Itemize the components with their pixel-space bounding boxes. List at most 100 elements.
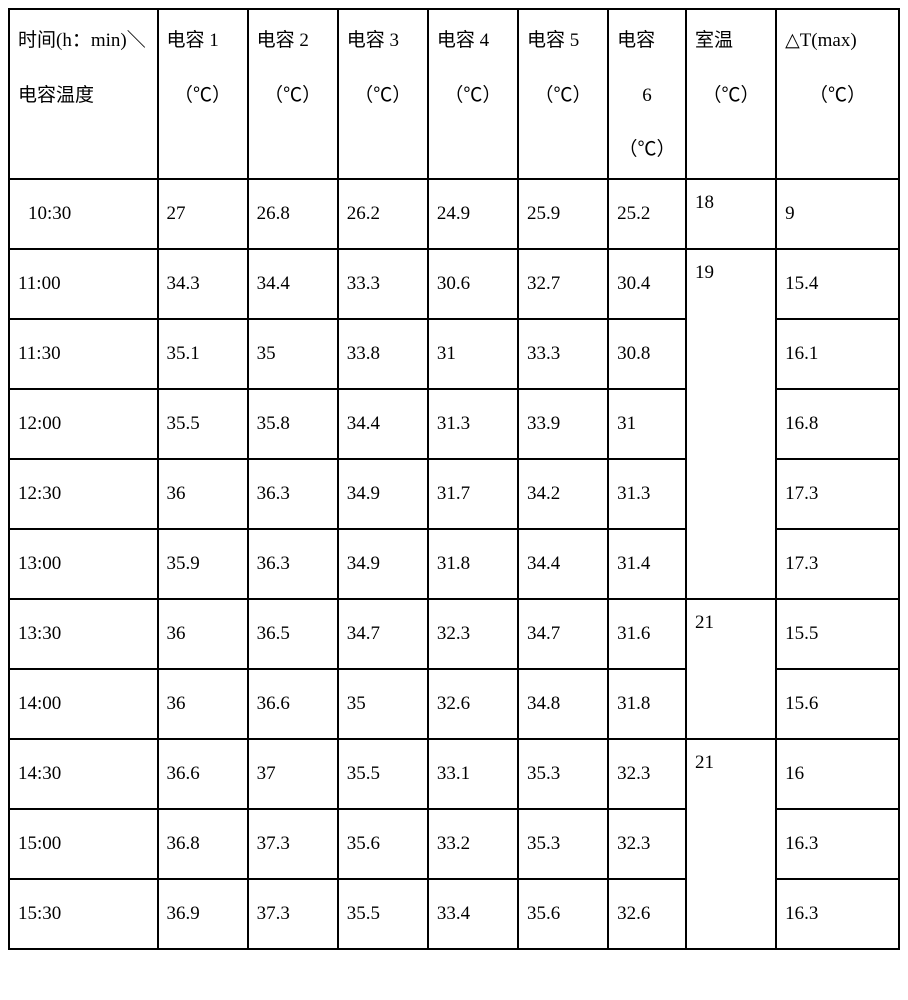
cell-cap1: 36 xyxy=(158,669,248,739)
cell-cap3: 35.5 xyxy=(338,879,428,949)
cell-cap1: 36.9 xyxy=(158,879,248,949)
cell-delta-t: 15.6 xyxy=(776,669,899,739)
header-cap2: 电容 2 （℃） xyxy=(248,9,338,179)
cell-cap6: 31.8 xyxy=(608,669,686,739)
cell-cap2: 37.3 xyxy=(248,879,338,949)
cell-cap1: 35.1 xyxy=(158,319,248,389)
cell-cap2: 37 xyxy=(248,739,338,809)
cell-cap3: 35 xyxy=(338,669,428,739)
capacitor-temperature-table: 时间(h：min)＼ 电容温度 电容 1 （℃） 电容 2 （℃） 电容 3 （… xyxy=(8,8,900,950)
header-cap3-unit: （℃） xyxy=(347,83,419,110)
cell-cap5: 33.9 xyxy=(518,389,608,459)
table-row: 11:0034.334.433.330.632.730.41915.4 xyxy=(9,249,899,319)
cell-cap5: 35.6 xyxy=(518,879,608,949)
cell-cap5: 35.3 xyxy=(518,739,608,809)
cell-cap5: 34.7 xyxy=(518,599,608,669)
cell-cap5: 25.9 xyxy=(518,179,608,249)
cell-cap4: 31 xyxy=(428,319,518,389)
cell-cap5: 34.4 xyxy=(518,529,608,599)
cell-cap6: 31 xyxy=(608,389,686,459)
header-cap6-num: 6 xyxy=(617,83,677,110)
header-cap6-unit: （℃） xyxy=(617,137,677,164)
cell-cap2: 35 xyxy=(248,319,338,389)
header-cap3-label: 电容 3 xyxy=(347,28,419,55)
cell-time: 13:30 xyxy=(9,599,158,669)
cell-cap5: 34.2 xyxy=(518,459,608,529)
cell-cap2: 26.8 xyxy=(248,179,338,249)
cell-cap5: 33.3 xyxy=(518,319,608,389)
header-cap4: 电容 4 （℃） xyxy=(428,9,518,179)
cell-delta-t: 9 xyxy=(776,179,899,249)
cell-cap2: 35.8 xyxy=(248,389,338,459)
cell-cap4: 31.8 xyxy=(428,529,518,599)
cell-delta-t: 16.3 xyxy=(776,879,899,949)
cell-delta-t: 16 xyxy=(776,739,899,809)
cell-cap4: 32.3 xyxy=(428,599,518,669)
cell-time: 12:30 xyxy=(9,459,158,529)
cell-cap2: 36.5 xyxy=(248,599,338,669)
cell-cap1: 34.3 xyxy=(158,249,248,319)
cell-cap3: 34.9 xyxy=(338,459,428,529)
cell-cap1: 36 xyxy=(158,459,248,529)
cell-cap6: 32.6 xyxy=(608,879,686,949)
cell-cap6: 31.4 xyxy=(608,529,686,599)
cell-cap3: 35.5 xyxy=(338,739,428,809)
header-cap1-label: 电容 1 xyxy=(167,28,239,55)
cell-time: 12:00 xyxy=(9,389,158,459)
cell-cap1: 35.5 xyxy=(158,389,248,459)
cell-cap2: 36.3 xyxy=(248,529,338,599)
cell-cap4: 31.3 xyxy=(428,389,518,459)
cell-cap4: 33.4 xyxy=(428,879,518,949)
cell-cap6: 25.2 xyxy=(608,179,686,249)
cell-room-temp: 19 xyxy=(686,249,776,599)
cell-cap1: 36.6 xyxy=(158,739,248,809)
cell-time: 15:30 xyxy=(9,879,158,949)
cell-cap3: 34.7 xyxy=(338,599,428,669)
cell-cap5: 34.8 xyxy=(518,669,608,739)
header-cap5-unit: （℃） xyxy=(527,83,599,110)
cell-delta-t: 16.3 xyxy=(776,809,899,879)
cell-cap3: 33.8 xyxy=(338,319,428,389)
header-time: 时间(h：min)＼ 电容温度 xyxy=(9,9,158,179)
cell-room-temp: 18 xyxy=(686,179,776,249)
cell-cap6: 32.3 xyxy=(608,809,686,879)
header-cap2-label: 电容 2 xyxy=(257,28,329,55)
cell-time: 15:00 xyxy=(9,809,158,879)
cell-cap3: 34.9 xyxy=(338,529,428,599)
cell-cap4: 32.6 xyxy=(428,669,518,739)
cell-cap3: 26.2 xyxy=(338,179,428,249)
cell-cap6: 31.3 xyxy=(608,459,686,529)
cell-cap4: 33.2 xyxy=(428,809,518,879)
header-cap6-label: 电容 xyxy=(617,28,677,55)
cell-room-temp: 21 xyxy=(686,599,776,739)
cell-room-temp: 21 xyxy=(686,739,776,949)
header-cap4-label: 电容 4 xyxy=(437,28,509,55)
cell-cap1: 36 xyxy=(158,599,248,669)
cell-delta-t: 16.1 xyxy=(776,319,899,389)
cell-cap4: 30.6 xyxy=(428,249,518,319)
header-cap5-label: 电容 5 xyxy=(527,28,599,55)
header-delta-t-label: △T(max) xyxy=(785,28,890,55)
header-delta-t: △T(max) （℃） xyxy=(776,9,899,179)
cell-cap3: 35.6 xyxy=(338,809,428,879)
table-row: 14:3036.63735.533.135.332.32116 xyxy=(9,739,899,809)
cell-cap5: 35.3 xyxy=(518,809,608,879)
header-cap1: 电容 1 （℃） xyxy=(158,9,248,179)
cell-time: 10:30 xyxy=(9,179,158,249)
header-cap3: 电容 3 （℃） xyxy=(338,9,428,179)
header-cap1-unit: （℃） xyxy=(167,83,239,110)
header-room-temp-unit: （℃） xyxy=(695,83,767,110)
cell-cap1: 27 xyxy=(158,179,248,249)
header-room-temp-label: 室温 xyxy=(695,28,767,55)
cell-cap5: 32.7 xyxy=(518,249,608,319)
cell-cap3: 34.4 xyxy=(338,389,428,459)
header-cap5: 电容 5 （℃） xyxy=(518,9,608,179)
cell-cap6: 30.4 xyxy=(608,249,686,319)
header-room-temp: 室温 （℃） xyxy=(686,9,776,179)
cell-cap2: 37.3 xyxy=(248,809,338,879)
header-cap4-unit: （℃） xyxy=(437,83,509,110)
table-header-row: 时间(h：min)＼ 电容温度 电容 1 （℃） 电容 2 （℃） 电容 3 （… xyxy=(9,9,899,179)
cell-time: 14:00 xyxy=(9,669,158,739)
cell-delta-t: 15.4 xyxy=(776,249,899,319)
cell-cap2: 34.4 xyxy=(248,249,338,319)
